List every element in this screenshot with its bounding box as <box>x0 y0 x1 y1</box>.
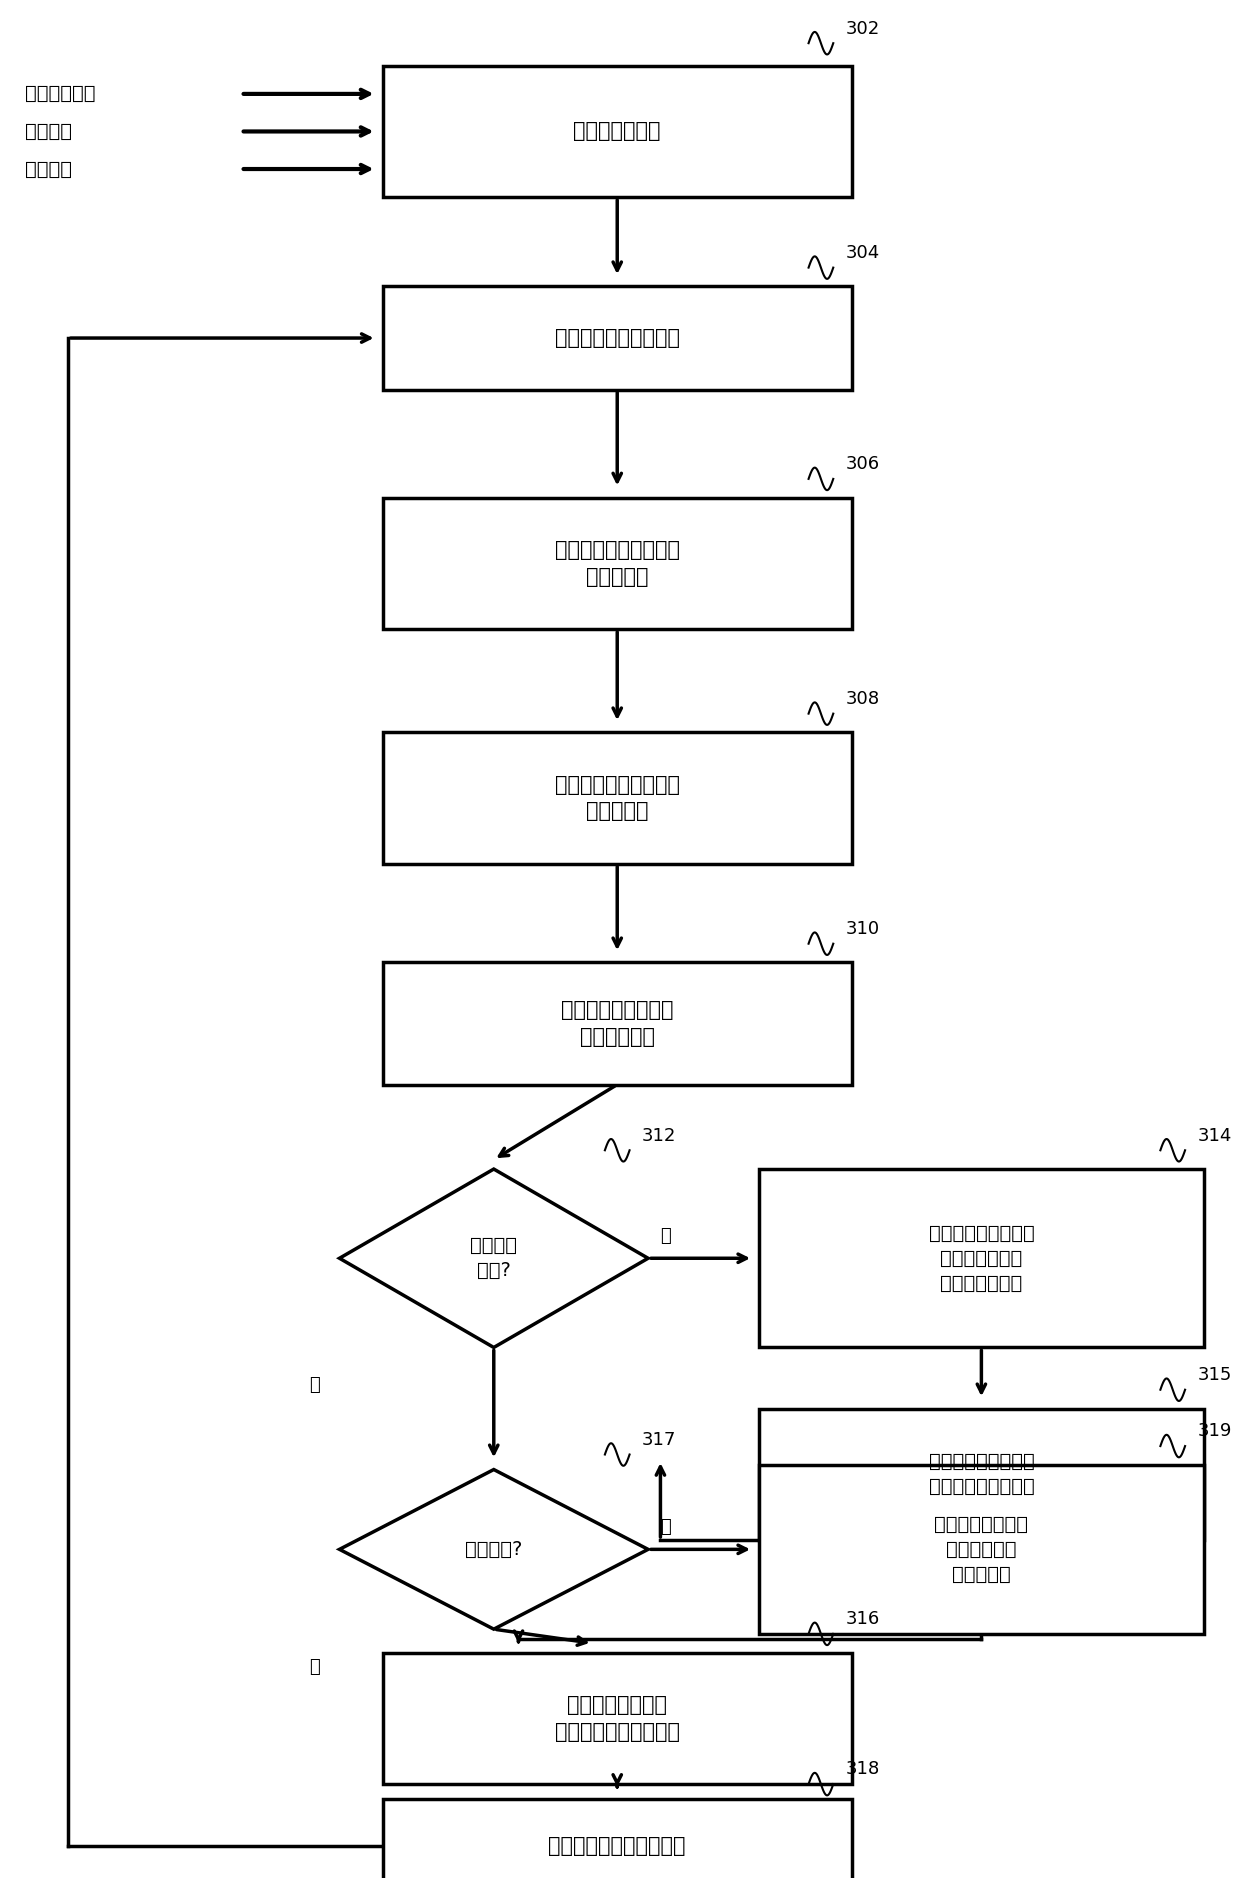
Text: 在交叉路口处监控交通: 在交叉路口处监控交通 <box>554 329 680 347</box>
FancyBboxPatch shape <box>383 1653 852 1784</box>
Text: （多个）目标: （多个）目标 <box>25 85 95 103</box>
FancyBboxPatch shape <box>383 498 852 629</box>
FancyBboxPatch shape <box>383 287 852 391</box>
Polygon shape <box>340 1168 649 1348</box>
Text: 将紧急情况车辆、建
议的路线通知给车辆: 将紧急情况车辆、建 议的路线通知给车辆 <box>929 1452 1034 1497</box>
Text: 是: 是 <box>661 1517 671 1536</box>
FancyBboxPatch shape <box>383 1799 852 1878</box>
Text: 标识紧急情况车辆的
目的地、路径，
确定建议的路线: 标识紧急情况车辆的 目的地、路径， 确定建议的路线 <box>929 1224 1034 1292</box>
FancyBboxPatch shape <box>383 66 852 197</box>
FancyBboxPatch shape <box>759 1408 1204 1540</box>
Text: 312: 312 <box>642 1127 676 1144</box>
Text: 315: 315 <box>1198 1365 1231 1384</box>
Text: 304: 304 <box>846 244 880 263</box>
Polygon shape <box>340 1469 649 1630</box>
Text: 否: 否 <box>310 1377 320 1393</box>
Text: 确定交通灯定时，
实现用于交通灯的定时: 确定交通灯定时， 实现用于交通灯的定时 <box>554 1696 680 1741</box>
Text: 将确定的交通量发送到
其它交通灯: 将确定的交通量发送到 其它交通灯 <box>554 776 680 821</box>
Text: 交通事件?: 交通事件? <box>465 1540 522 1559</box>
FancyBboxPatch shape <box>759 1168 1204 1348</box>
Text: 时间信息: 时间信息 <box>25 122 72 141</box>
Text: 将定时发送给其它交通灯: 将定时发送给其它交通灯 <box>548 1837 686 1855</box>
FancyBboxPatch shape <box>383 962 852 1085</box>
Text: 是: 是 <box>661 1226 671 1245</box>
Text: 317: 317 <box>642 1431 676 1450</box>
Text: 接收、保持来自其它
灯的交通信息: 接收、保持来自其它 灯的交通信息 <box>560 1001 673 1046</box>
Text: 319: 319 <box>1198 1422 1231 1440</box>
FancyBboxPatch shape <box>759 1465 1204 1634</box>
Text: 302: 302 <box>846 19 880 38</box>
Text: 308: 308 <box>846 689 879 708</box>
Text: 杂项输入: 杂项输入 <box>25 160 72 178</box>
Text: 306: 306 <box>846 454 879 473</box>
Text: 保持交通灯数据: 保持交通灯数据 <box>573 122 661 141</box>
Text: 否: 否 <box>310 1658 320 1675</box>
FancyBboxPatch shape <box>383 732 852 864</box>
Text: 紧急情况
车辆?: 紧急情况 车辆? <box>470 1236 517 1281</box>
Text: 318: 318 <box>846 1760 880 1778</box>
Text: 314: 314 <box>1198 1127 1231 1144</box>
Text: 316: 316 <box>846 1609 880 1628</box>
Text: 确定所监控的交通数据
中的交通量: 确定所监控的交通数据 中的交通量 <box>554 541 680 586</box>
Text: 310: 310 <box>846 920 879 937</box>
Text: 确定建议的路线，
将事件、路线
通知给车辆: 确定建议的路线， 将事件、路线 通知给车辆 <box>935 1516 1028 1583</box>
